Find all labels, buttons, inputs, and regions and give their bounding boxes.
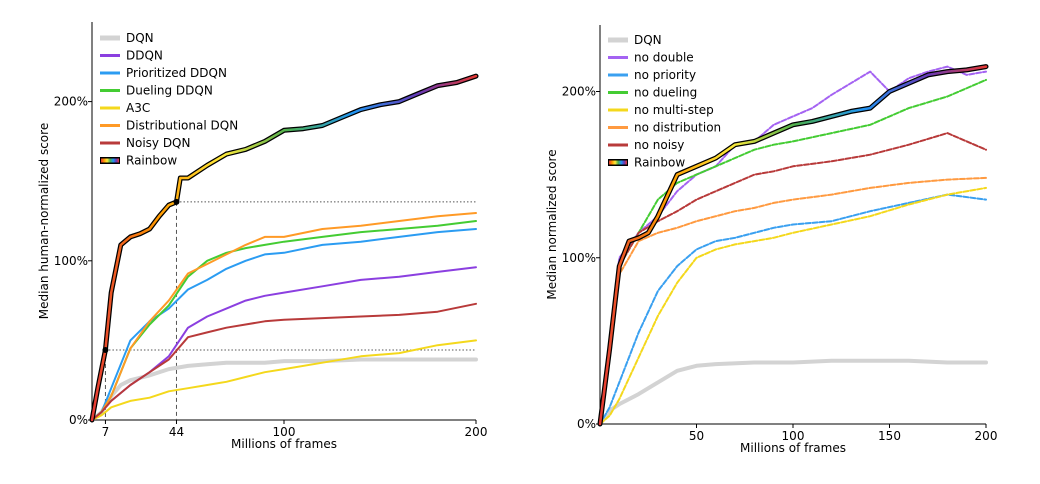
- series-line: [599, 186, 987, 425]
- series-line-rainbow: [90, 74, 478, 422]
- legend-label: no distribution: [634, 121, 721, 135]
- series-line-rainbow: [598, 65, 988, 426]
- chart-left: 0% 100% 200% 7 44 100 200 Millions of frames Med…: [37, 22, 487, 451]
- x-tick-label: 150: [878, 429, 901, 443]
- x-tick-label: 200: [465, 425, 488, 439]
- legend-label: Distributional DQN: [126, 119, 238, 133]
- x-axis-title: Millions of frames: [740, 441, 846, 455]
- legend-label: no multi-step: [634, 103, 714, 117]
- y-axis-title: Median normalized score: [545, 149, 559, 299]
- legend-label: Prioritized DDQN: [126, 66, 227, 80]
- x-tick-label: 7: [102, 425, 110, 439]
- x-tick-label: 44: [169, 425, 184, 439]
- series-line: [599, 176, 987, 425]
- chart-right: 0% 100% 200% 50 100 150 200 Millions of frames M…: [545, 25, 997, 455]
- legend-label: A3C: [126, 101, 150, 115]
- series-line: [599, 132, 987, 425]
- legend-label: no noisy: [634, 138, 684, 152]
- y-axis-title: Median human-normalized score: [37, 123, 51, 319]
- legend-swatch-rainbow: [609, 160, 627, 165]
- y-tick-label: 100%: [54, 254, 88, 268]
- x-tick-label: 200: [975, 429, 998, 443]
- legend-label: DDQN: [126, 49, 163, 63]
- legend-label: DQN: [126, 31, 154, 45]
- y-tick-label: 0%: [577, 417, 596, 431]
- legend-label: Rainbow: [634, 156, 685, 170]
- series-line: [90, 357, 478, 422]
- legend-label: no dueling: [634, 86, 697, 100]
- legend-label: Noisy DQN: [126, 136, 190, 150]
- series-line: [91, 228, 477, 421]
- x-tick-label: 100: [273, 425, 296, 439]
- y-tick-label: 100%: [562, 251, 596, 265]
- legend-label: Dueling DDQN: [126, 84, 213, 98]
- x-tick-label: 50: [689, 429, 704, 443]
- x-tick-label: 100: [782, 429, 805, 443]
- series-line: [91, 212, 477, 421]
- series-line: [599, 65, 987, 425]
- annotation-marker: [173, 198, 180, 205]
- legend-label: DQN: [634, 33, 662, 47]
- series-line: [91, 339, 477, 421]
- legend-label: Rainbow: [126, 154, 177, 168]
- series-line: [91, 302, 477, 421]
- series-line: [598, 358, 988, 426]
- y-tick-label: 200%: [562, 85, 596, 99]
- legend-label: no double: [634, 51, 694, 65]
- legend-label: no priority: [634, 68, 696, 82]
- y-tick-label: 0%: [69, 413, 88, 427]
- y-tick-label: 200%: [54, 95, 88, 109]
- x-axis-title: Millions of frames: [231, 437, 337, 451]
- series-line: [599, 193, 987, 425]
- legend-swatch-rainbow: [101, 158, 119, 163]
- annotation-marker: [102, 346, 109, 353]
